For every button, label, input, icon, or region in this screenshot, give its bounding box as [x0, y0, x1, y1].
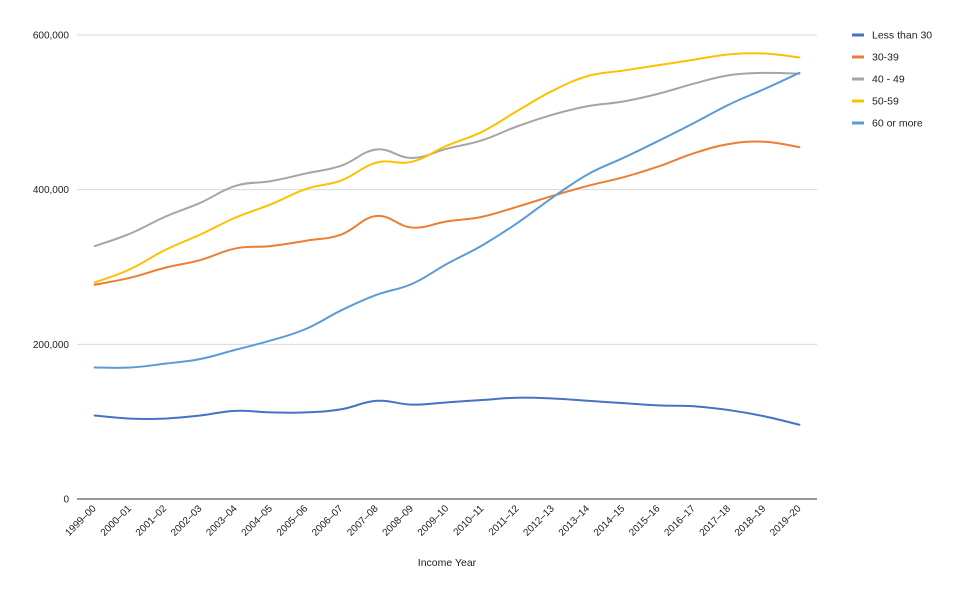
x-tick-label: 2016–17 — [662, 503, 698, 539]
x-tick-label: 2019–20 — [768, 503, 804, 539]
x-tick-label: 2005–06 — [275, 503, 311, 539]
x-axis-title: Income Year — [418, 557, 477, 569]
y-tick-label: 200,000 — [33, 340, 70, 351]
x-tick-label: 2018–19 — [733, 503, 769, 539]
legend-label: 30-39 — [872, 52, 899, 64]
x-tick-label: 2006–07 — [310, 503, 346, 539]
x-tick-label: 2004–05 — [240, 503, 276, 539]
y-tick-label: 400,000 — [33, 185, 70, 196]
y-tick-label: 600,000 — [33, 31, 70, 42]
legend-label: 60 or more — [872, 118, 923, 130]
x-tick-label: 2003–04 — [204, 503, 240, 539]
x-tick-label: 2001–02 — [134, 503, 170, 539]
x-tick-label: 1999–00 — [63, 503, 99, 539]
x-tick-label: 2014–15 — [592, 503, 628, 539]
x-tick-label: 2013–14 — [557, 503, 593, 539]
series-line-60-or-more — [93, 71, 801, 369]
gridlines — [77, 34, 817, 345]
x-tick-label: 2002–03 — [169, 503, 205, 539]
y-tick-label: 0 — [63, 495, 69, 506]
series-line-less-than-30 — [93, 396, 801, 426]
series-line-30-39 — [93, 140, 801, 286]
legend-label: Less than 30 — [872, 30, 932, 42]
series-lines — [93, 52, 801, 426]
x-axis-ticks: 1999–00 2000–01 2001–02 2002–03 2003–04 2004–… — [63, 503, 803, 539]
legend: Less than 30 30-39 40 - 49 50-59 60 or more — [852, 30, 932, 130]
x-tick-label: 2012–13 — [522, 503, 558, 539]
x-tick-label: 2000–01 — [99, 503, 135, 539]
x-tick-label: 2007–08 — [345, 503, 381, 539]
x-tick-label: 2008–09 — [381, 503, 417, 539]
x-tick-label: 2009–10 — [416, 503, 452, 539]
legend-label: 40 - 49 — [872, 74, 905, 86]
legend-item-40-49: 40 - 49 — [852, 74, 905, 86]
legend-label: 50-59 — [872, 96, 899, 108]
x-tick-label: 2015–16 — [627, 503, 663, 539]
series-line-50-59 — [93, 52, 801, 284]
x-tick-label: 2010–11 — [452, 503, 487, 538]
x-tick-label: 2017–18 — [698, 503, 734, 539]
legend-item-less-than-30: Less than 30 — [852, 30, 932, 42]
legend-item-60-or-more: 60 or more — [852, 118, 923, 130]
series-line-40-49 — [93, 71, 801, 248]
legend-item-30-39: 30-39 — [852, 52, 899, 64]
y-axis-ticks: 0 200,000 400,000 600,000 — [33, 31, 70, 506]
legend-item-50-59: 50-59 — [852, 96, 899, 108]
x-tick-label: 2011–12 — [487, 503, 522, 538]
